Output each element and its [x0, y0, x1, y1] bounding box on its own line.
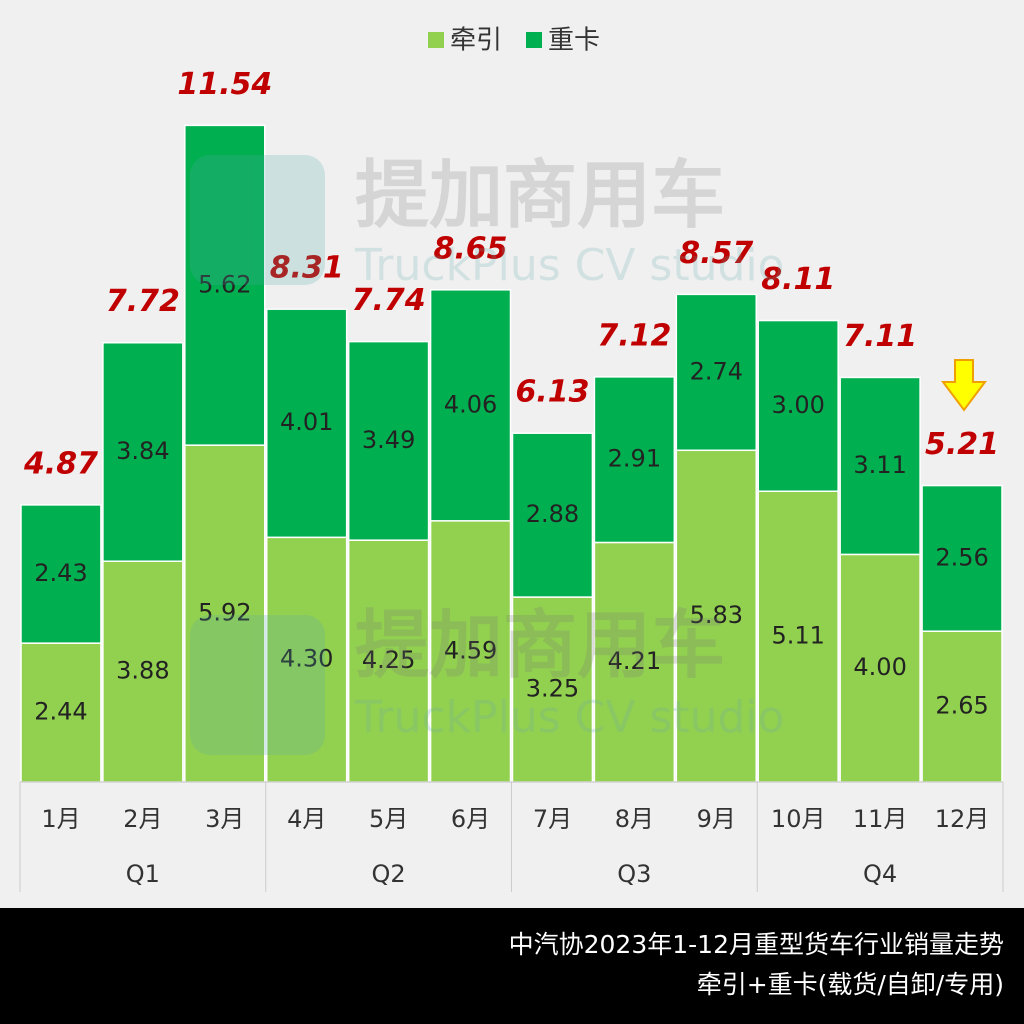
legend-label: 牵引: [450, 26, 502, 56]
value-label: 5.11: [771, 622, 824, 650]
x-tick-label: 2月: [123, 805, 162, 833]
bar-segment: [266, 536, 348, 783]
value-label: 2.56: [935, 543, 988, 571]
value-label: 3.88: [116, 657, 169, 685]
bar-segment: [757, 319, 839, 492]
bar-segment: [266, 308, 348, 539]
value-label: 4.00: [853, 653, 906, 681]
value-label: 2.65: [935, 692, 988, 720]
total-label: 8.57: [679, 236, 753, 271]
value-label: 4.30: [280, 645, 333, 673]
value-label: 5.83: [690, 601, 743, 629]
bar-segment: [20, 642, 102, 783]
total-label: 7.12: [597, 318, 671, 353]
watermark: 提加商用车 TruckPlus CV studio 提加商用车 TruckPlu…: [190, 153, 785, 755]
x-tick-label: 7月: [533, 805, 572, 833]
watermark-logo: [190, 155, 325, 285]
value-label: 3.25: [526, 675, 579, 703]
bar-segment: [184, 444, 266, 783]
total-label: 7.72: [106, 284, 180, 319]
bar-segment: [511, 432, 594, 598]
x-tick-label: 11月: [853, 805, 908, 833]
value-label: 3.00: [771, 391, 824, 419]
group-label: Q4: [863, 860, 897, 888]
value-label: 4.25: [362, 646, 415, 674]
bar-segment: [184, 124, 266, 446]
x-tick-label: 4月: [287, 805, 326, 833]
x-tick-label: 3月: [205, 805, 244, 833]
value-label: 3.49: [362, 426, 415, 454]
value-label: 3.11: [853, 451, 906, 479]
bar-segment: [347, 340, 430, 541]
value-label: 2.74: [690, 357, 743, 385]
bar-segment: [429, 520, 512, 783]
value-label: 4.06: [444, 390, 497, 418]
value-label: 2.43: [34, 559, 87, 587]
footer-line: 中汽协2023年1-12月重型货车行业销量走势: [509, 930, 1004, 959]
x-tick-label: 9月: [697, 805, 736, 833]
legend-swatch: [428, 32, 444, 48]
footer-band: [0, 908, 1024, 1024]
value-label: 4.01: [280, 408, 333, 436]
x-tick-label: 8月: [615, 805, 654, 833]
group-label: Q3: [617, 860, 651, 888]
watermark-title: 提加商用车: [355, 603, 725, 689]
total-label: 8.11: [761, 262, 835, 297]
watermark-title: 提加商用车: [355, 153, 725, 239]
bar-segment: [20, 504, 102, 644]
legend-label: 重卡: [548, 26, 600, 56]
watermark-subtitle: TruckPlus CV studio: [354, 240, 785, 291]
arrow-icon: [941, 359, 987, 412]
total-label: 7.11: [843, 319, 917, 354]
x-tick-label: 6月: [451, 805, 490, 833]
bar-segment: [839, 553, 921, 783]
group-label: Q1: [126, 860, 160, 888]
value-label: 2.88: [526, 500, 579, 528]
value-label: 4.59: [444, 636, 497, 664]
total-label: 8.31: [270, 251, 344, 286]
x-tick-label: 10月: [771, 805, 826, 833]
watermark-logo: [190, 615, 325, 755]
total-label: 4.87: [23, 446, 98, 481]
value-label: 2.44: [34, 698, 87, 726]
bar-segment: [675, 293, 757, 452]
x-tick-label: 12月: [935, 805, 990, 833]
total-label: 5.21: [925, 427, 999, 462]
bar-segment: [839, 376, 921, 556]
legend-swatch: [526, 32, 542, 48]
x-tick-label: 1月: [41, 805, 80, 833]
bar-segment: [429, 289, 512, 522]
value-label: 3.84: [116, 437, 169, 465]
value-label: 4.21: [608, 647, 661, 675]
value-label: 5.62: [198, 270, 251, 298]
value-label: 2.91: [608, 445, 661, 473]
total-label: 6.13: [515, 375, 589, 410]
footer-line: 牵引+重卡(载货/自卸/专用): [697, 970, 1004, 999]
x-tick-label: 5月: [369, 805, 408, 833]
bar-segment: [102, 341, 184, 562]
bar-segment: [511, 596, 594, 783]
total-label: 8.65: [434, 231, 508, 266]
bar-segment: [593, 376, 676, 544]
value-label: 5.92: [198, 599, 251, 627]
bar-segment: [757, 490, 839, 783]
total-label: 7.74: [352, 283, 426, 318]
group-label: Q2: [372, 860, 406, 888]
total-label: 11.54: [177, 67, 272, 102]
bar-segment: [921, 484, 1003, 632]
watermark-subtitle: TruckPlus CV studio: [354, 692, 785, 743]
